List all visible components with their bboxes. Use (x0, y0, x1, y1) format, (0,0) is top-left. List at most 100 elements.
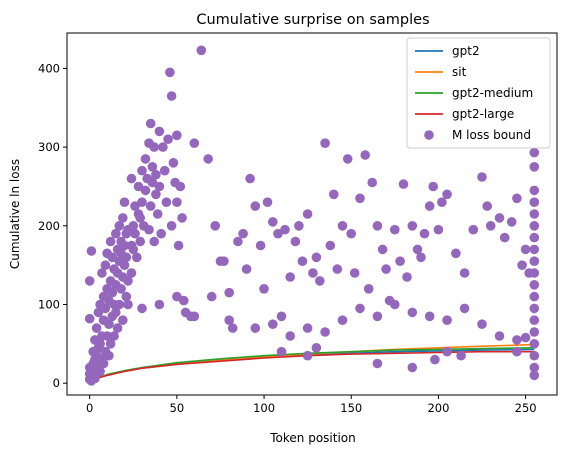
legend-label: gpt2-medium (452, 86, 533, 100)
scatter-point (276, 311, 287, 322)
scatter-point (529, 162, 540, 172)
scatter-point (280, 224, 290, 235)
scatter-point (302, 209, 313, 219)
scatter-point (130, 201, 140, 211)
scatter-point (320, 327, 330, 337)
scatter-point (114, 299, 125, 310)
scatter-point (529, 221, 540, 231)
legend-label: sit (452, 65, 467, 79)
scatter-point (154, 181, 165, 192)
scatter-point (166, 91, 177, 101)
scatter-point (468, 224, 479, 235)
scatter-point (111, 228, 121, 239)
scatter-point (529, 209, 540, 219)
scatter-point (84, 276, 95, 286)
scatter-point (363, 284, 374, 294)
scatter-point (276, 346, 287, 357)
scatter-point (144, 224, 154, 235)
scatter-point (512, 346, 522, 357)
scatter-point (320, 138, 330, 148)
scatter-point (424, 311, 435, 322)
scatter-point (173, 240, 184, 251)
scatter-point (290, 236, 301, 247)
scatter-point (297, 256, 308, 267)
scatter-point (437, 197, 447, 207)
scatter-point (346, 228, 357, 239)
scatter-point (529, 232, 540, 243)
scatter-point (459, 303, 470, 314)
scatter-point (233, 236, 243, 247)
legend-box (406, 37, 551, 149)
scatter-point (206, 291, 217, 302)
scatter-point (107, 252, 118, 263)
scatter-point (337, 221, 348, 231)
scatter-point (520, 332, 531, 343)
scatter-point (442, 189, 452, 200)
scatter-point (250, 201, 261, 211)
scatter-point (123, 276, 133, 286)
scatter-point (268, 217, 278, 227)
scatter-point (424, 201, 435, 211)
scatter-point (137, 197, 147, 207)
scatter-point (372, 358, 383, 369)
scatter-point (273, 228, 283, 239)
scatter-point (529, 339, 540, 349)
scatter-point (121, 291, 132, 302)
legend: gpt2 sit gpt2-medium gpt2-large M loss bound (406, 37, 551, 149)
x-tick-label: 250 (515, 401, 537, 415)
scatter-point (196, 45, 207, 56)
x-axis-label: Token position (269, 431, 356, 445)
scatter-point (250, 323, 261, 333)
scatter-point (529, 350, 540, 361)
scatter-point (109, 331, 119, 341)
scatter-point (506, 217, 517, 227)
scatter-point (151, 169, 161, 180)
scatter-point (97, 268, 107, 278)
scatter-point (419, 228, 430, 239)
scatter-point (308, 268, 318, 278)
scatter-point (325, 240, 336, 251)
scatter-point (149, 236, 159, 247)
scatter-point (245, 173, 255, 184)
scatter-point (355, 303, 365, 314)
scatter-point (456, 350, 466, 361)
scatter-point (529, 244, 540, 255)
scatter-point (529, 185, 540, 196)
scatter-point (238, 228, 248, 239)
y-axis: 0 100 200 300 400 (38, 61, 67, 390)
scatter-point (189, 138, 200, 148)
scatter-point (529, 256, 540, 267)
scatter-point (494, 331, 505, 341)
scatter-point (241, 264, 252, 274)
scatter-point (165, 67, 175, 78)
scatter-point (91, 323, 102, 333)
scatter-point (172, 291, 182, 302)
scatter-point (398, 179, 409, 189)
y-axis-label: Cumulative ln loss (8, 159, 22, 269)
scatter-point (189, 311, 200, 322)
scatter-point (128, 244, 139, 255)
scatter-point (494, 213, 505, 223)
scatter-point (372, 311, 383, 322)
scatter-point (529, 280, 540, 290)
y-tick-label: 0 (53, 376, 60, 390)
scatter-point (390, 224, 400, 235)
scatter-point (227, 323, 238, 333)
scatter-point (210, 221, 220, 231)
scatter-point (302, 323, 313, 333)
scatter-point (294, 221, 304, 231)
scatter-point (145, 118, 156, 129)
scatter-point (121, 252, 132, 263)
scatter-point (407, 362, 418, 373)
scatter-point (377, 244, 388, 255)
scatter-point (529, 315, 540, 326)
scatter-point (416, 252, 426, 263)
scatter-point (412, 244, 423, 255)
scatter-point (147, 162, 158, 172)
y-tick-label: 400 (38, 61, 60, 75)
scatter-point (172, 197, 182, 207)
scatter-point (407, 221, 418, 231)
scatter-point (114, 221, 125, 231)
x-tick-label: 200 (427, 401, 449, 415)
scatter-point (390, 299, 400, 310)
